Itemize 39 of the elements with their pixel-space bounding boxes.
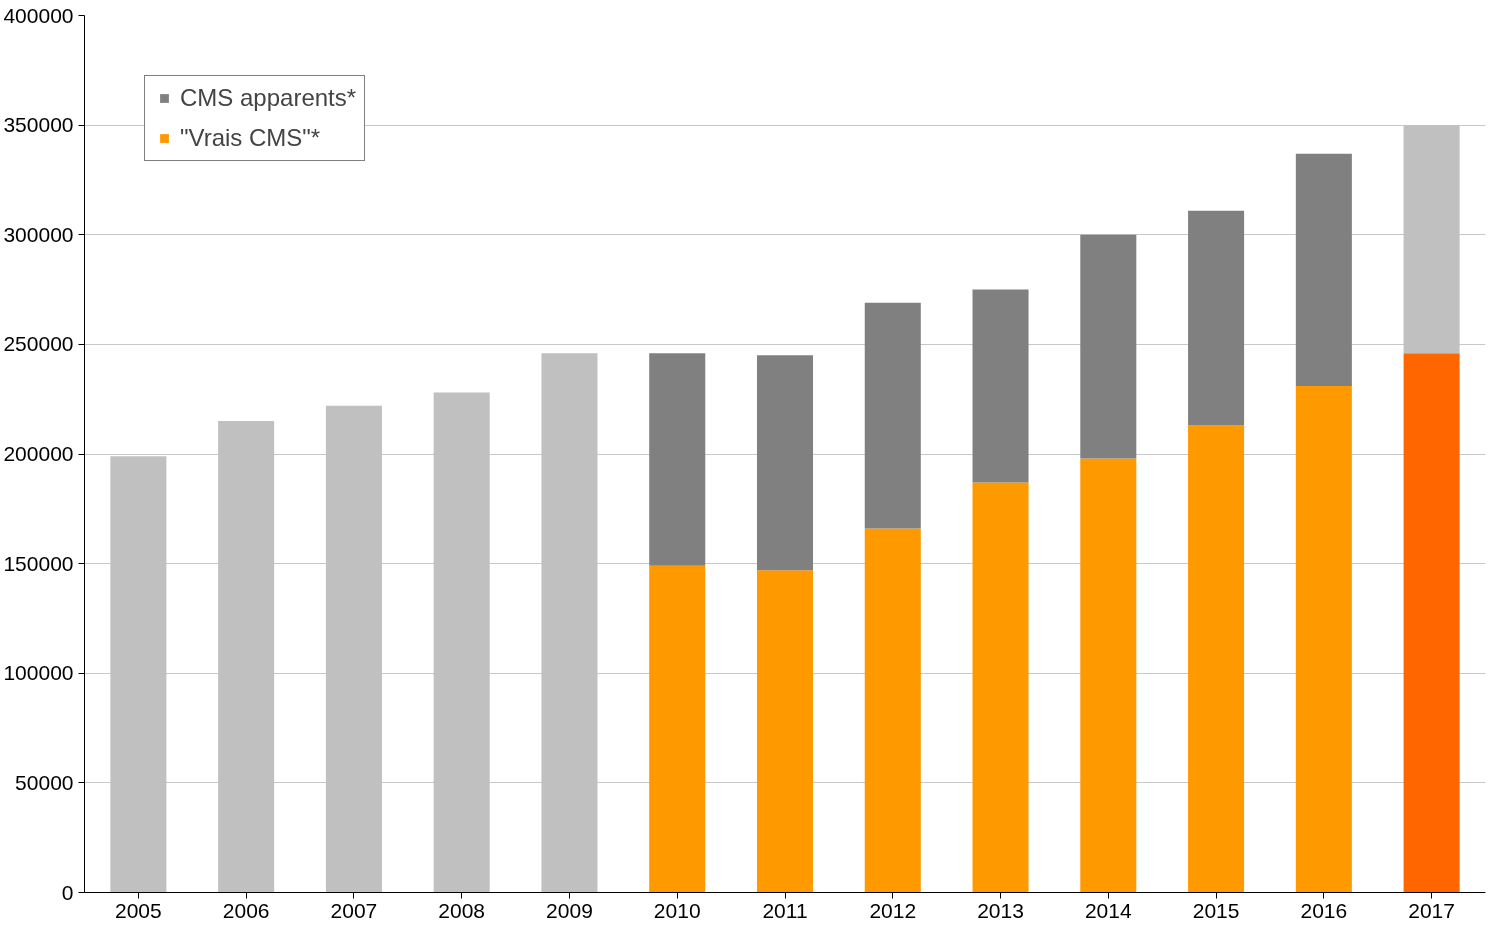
bar (1403, 353, 1460, 893)
legend-label: CMS apparents* (180, 84, 357, 112)
y-tick-label: 150000 (3, 551, 74, 575)
bar (1080, 234, 1137, 459)
x-tick-label: 2007 (330, 898, 378, 922)
bar (1295, 386, 1352, 893)
bar (972, 482, 1029, 893)
x-tick-label: 2011 (762, 898, 808, 922)
legend-label: "Vrais CMS"* (180, 124, 321, 152)
bar (756, 570, 814, 893)
x-tick-label: 2006 (222, 898, 270, 922)
bar (864, 302, 921, 529)
bar (1188, 210, 1245, 426)
y-tick-label: 400000 (3, 3, 74, 27)
y-tick-label: 250000 (3, 332, 74, 356)
y-tick-label: 0 (61, 880, 74, 904)
x-tick-label: 2009 (546, 898, 593, 922)
x-tick-label: 2012 (869, 898, 917, 922)
y-tick-label: 300000 (3, 222, 74, 246)
y-tick-label: 50000 (15, 770, 74, 794)
bar (649, 565, 706, 893)
x-tick-label: 2010 (653, 898, 701, 922)
bar (1295, 153, 1352, 387)
x-tick-label: 2016 (1300, 898, 1348, 922)
x-tick-label: 2013 (977, 898, 1024, 922)
bar (649, 353, 706, 566)
x-tick-label: 2017 (1408, 898, 1455, 922)
bar (756, 355, 814, 571)
y-tick-label: 100000 (3, 661, 74, 685)
bar (864, 528, 921, 893)
x-tick-label: 2008 (438, 898, 486, 922)
bar (972, 289, 1029, 483)
bar (1080, 458, 1137, 893)
bar (1188, 425, 1245, 893)
x-tick-label: 2015 (1192, 898, 1240, 922)
y-tick-label: 350000 (3, 113, 74, 137)
x-tick-label: 2014 (1084, 898, 1132, 922)
x-tick-label: 2005 (115, 898, 162, 922)
y-tick-label: 200000 (3, 442, 74, 465)
